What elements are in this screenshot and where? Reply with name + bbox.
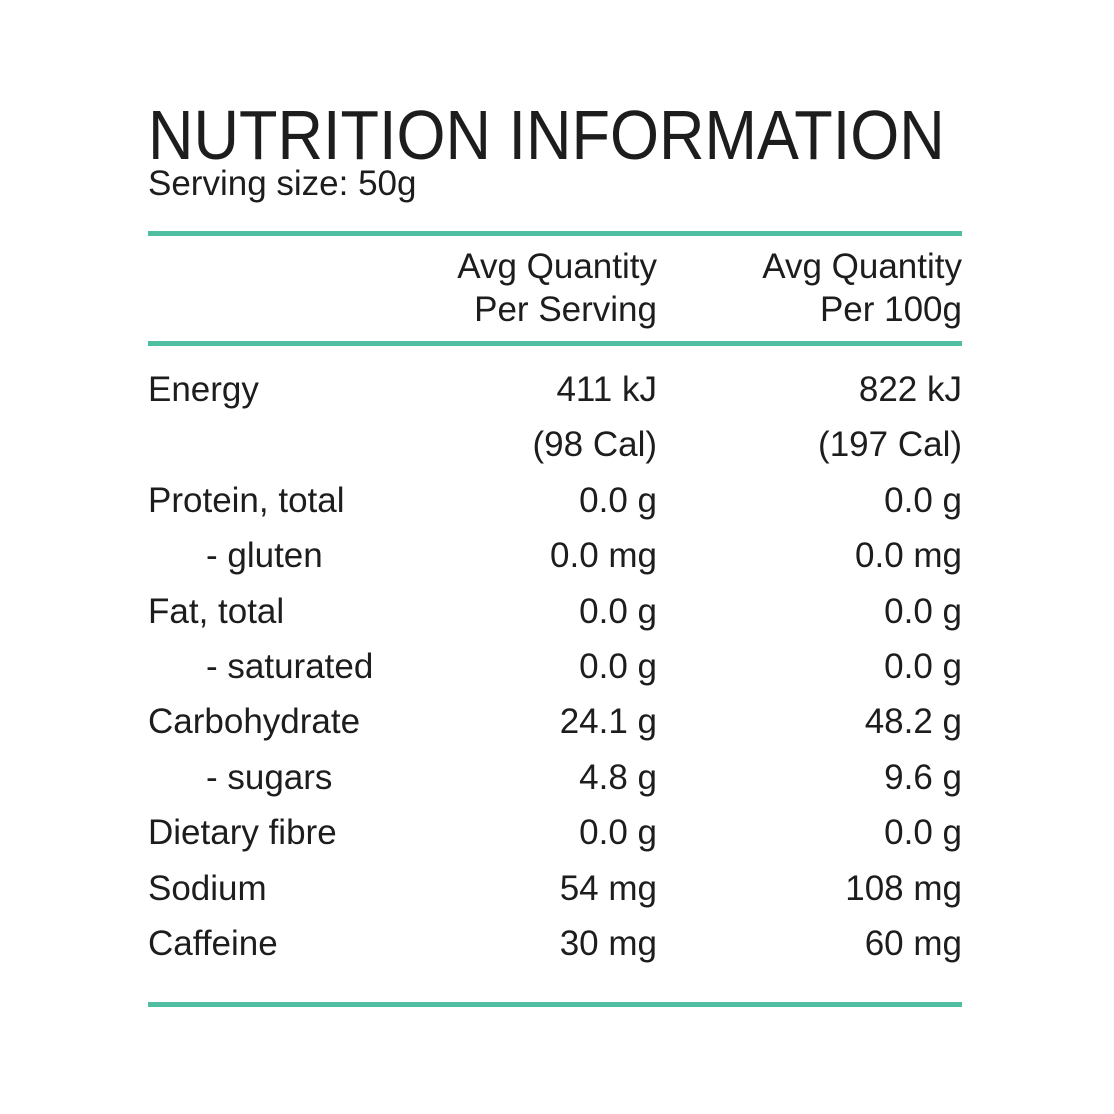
table-rule-header: [148, 341, 962, 346]
table-row-fat: Fat, total 0.0 g 0.0 g: [148, 584, 962, 639]
row-label: Fat, total: [148, 591, 285, 631]
column-header-line: Per 100g: [819, 290, 962, 329]
serving-size: Serving size: 50g: [148, 164, 417, 203]
value-per-100g: 0.0 mg: [855, 536, 962, 576]
row-label: - sugars: [206, 757, 333, 797]
value-per-serving: 24.1 g: [559, 702, 657, 742]
value-per-100g: (197 Cal): [818, 425, 962, 465]
value-per-serving: 4.8 g: [579, 757, 657, 797]
value-per-100g: 0.0 g: [884, 591, 962, 631]
column-header-line: Avg Quantity: [762, 247, 962, 286]
value-per-100g: 0.0 g: [884, 646, 962, 686]
value-per-serving: 411 kJ: [556, 370, 657, 409]
column-header-line: Avg Quantity: [457, 247, 657, 286]
table-row-saturated: - saturated 0.0 g 0.0 g: [148, 639, 962, 694]
row-label: - gluten: [206, 536, 323, 576]
nutrition-table: Avg Quantity Per Serving Avg Quantity Pe…: [148, 231, 962, 1008]
value-per-serving: 30 mg: [559, 923, 657, 963]
column-header-per-100g: Avg Quantity Per 100g: [657, 245, 962, 331]
value-per-100g: 48.2 g: [864, 702, 962, 742]
column-header-line: Per Serving: [474, 290, 657, 329]
value-per-100g: 0.0 g: [884, 813, 962, 853]
table-rule-bottom: [148, 1002, 962, 1008]
table-row-sodium: Sodium 54 mg 108 mg: [148, 861, 962, 916]
header-spacer: [148, 245, 457, 331]
row-label: [148, 417, 457, 472]
table-rule-top: [148, 231, 962, 236]
table-row-dietary-fibre: Dietary fibre 0.0 g 0.0 g: [148, 805, 962, 860]
table-row-energy: Energy 411 kJ 822 kJ: [148, 362, 962, 417]
row-label: - saturated: [206, 646, 374, 686]
value-per-serving: 54 mg: [559, 868, 657, 908]
page-title: NUTRITION INFORMATION: [148, 96, 945, 174]
table-row-caffeine: Caffeine 30 mg 60 mg: [148, 916, 962, 971]
row-label: Dietary fibre: [148, 813, 337, 853]
table-row-carbohydrate: Carbohydrate 24.1 g 48.2 g: [148, 694, 962, 749]
row-label: Energy: [148, 370, 259, 409]
table-body: Energy 411 kJ 822 kJ (98 Cal) (197 Cal) …: [148, 346, 962, 971]
row-label: Caffeine: [148, 923, 278, 963]
value-per-serving: 0.0 g: [579, 646, 657, 686]
table-row-protein: Protein, total 0.0 g 0.0 g: [148, 473, 962, 528]
value-per-serving: 0.0 g: [579, 813, 657, 853]
table-row-energy-cal: (98 Cal) (197 Cal): [148, 417, 962, 472]
value-per-100g: 108 mg: [845, 868, 962, 908]
column-header-per-serving: Avg Quantity Per Serving: [457, 245, 657, 331]
row-label: Sodium: [148, 868, 267, 908]
row-label: Carbohydrate: [148, 702, 361, 742]
value-per-100g: 0.0 g: [884, 480, 962, 520]
table-header-row: Avg Quantity Per Serving Avg Quantity Pe…: [148, 236, 962, 341]
value-per-serving: 0.0 g: [579, 480, 657, 520]
value-per-100g: 822 kJ: [858, 370, 962, 409]
value-per-serving: (98 Cal): [532, 425, 657, 465]
table-row-gluten: - gluten 0.0 mg 0.0 mg: [148, 528, 962, 583]
value-per-100g: 9.6 g: [884, 757, 962, 797]
row-label: Protein, total: [148, 480, 345, 520]
value-per-100g: 60 mg: [864, 923, 962, 963]
value-per-serving: 0.0 mg: [550, 536, 657, 576]
value-per-serving: 0.0 g: [579, 591, 657, 631]
table-row-sugars: - sugars 4.8 g 9.6 g: [148, 750, 962, 805]
